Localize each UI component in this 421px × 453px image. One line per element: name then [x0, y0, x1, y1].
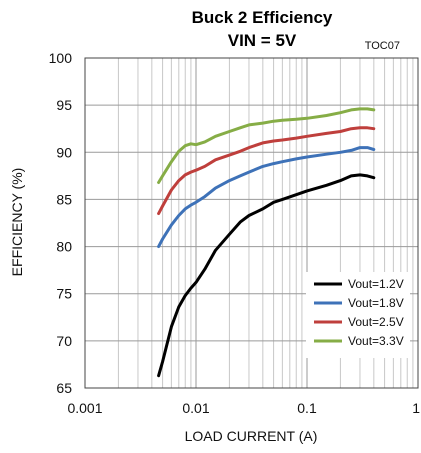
- plot-frame: [84, 57, 419, 389]
- x-tick-label: 0.001: [67, 400, 102, 416]
- legend-label-1: Vout=1.2V: [348, 277, 404, 291]
- y-tick-label: 75: [56, 286, 72, 302]
- series-line-1: [157, 173, 376, 378]
- legend-label-4: Vout=3.3V: [348, 334, 404, 348]
- y-axis-label: EFFICIENCY (%): [9, 168, 25, 277]
- x-tick-label: 0.1: [297, 400, 317, 416]
- y-tick-label: 90: [56, 144, 72, 160]
- legend-label-2: Vout=1.8V: [348, 296, 404, 310]
- chart-title: Buck 2 Efficiency: [192, 8, 333, 27]
- legend-box: [306, 272, 410, 358]
- y-axis-ticks: 65 70 75 80 85 90 95 100: [49, 50, 73, 396]
- series-line-2: [157, 146, 376, 249]
- legend: Vout=1.2V Vout=1.8V Vout=2.5V Vout=3.3V: [306, 272, 410, 358]
- series-lines: [157, 107, 376, 378]
- x-axis-label: LOAD CURRENT (A): [185, 428, 318, 444]
- chart-subtitle: VIN = 5V: [228, 31, 297, 50]
- x-tick-label: 0.01: [182, 400, 209, 416]
- y-tick-label: 95: [56, 97, 72, 113]
- y-tick-label: 100: [49, 50, 73, 66]
- y-tick-label: 85: [56, 191, 72, 207]
- x-axis-ticks: 0.001 0.01 0.1 1: [67, 400, 420, 416]
- figure-id-label: TOC07: [365, 40, 400, 52]
- y-tick-label: 70: [56, 333, 72, 349]
- y-tick-label: 80: [56, 239, 72, 255]
- legend-label-3: Vout=2.5V: [348, 315, 404, 329]
- y-tick-label: 65: [56, 380, 72, 396]
- series-line-3: [157, 126, 376, 216]
- x-tick-label: 1: [412, 400, 420, 416]
- series-line-4: [157, 107, 376, 184]
